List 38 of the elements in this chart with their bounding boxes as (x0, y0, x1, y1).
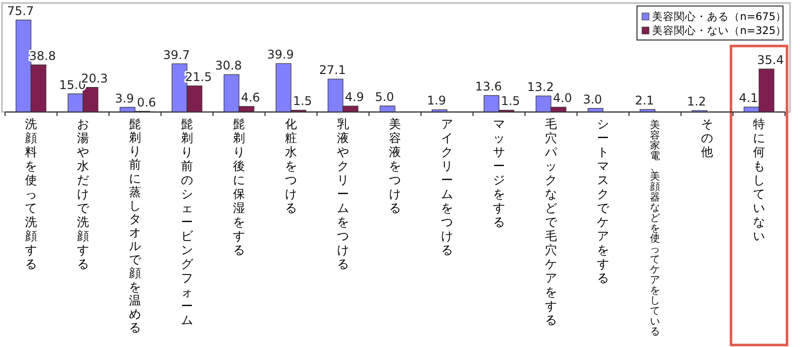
data-label: 1.5 (500, 94, 520, 108)
x-tick-label: 髭剃り後に保湿をする (233, 117, 245, 257)
data-label: 4.6 (240, 90, 260, 104)
x-tick-label: 美容液をつける (389, 117, 401, 215)
data-label: 4.1 (738, 91, 758, 106)
data-label: 35.4 (757, 52, 784, 67)
data-label: 1.5 (292, 94, 312, 108)
data-label: 3.0 (582, 92, 602, 106)
data-label: 39.7 (163, 48, 190, 62)
x-tick-label: 髭剃り前のシェービングフォーム (181, 117, 193, 327)
legend-label: 美容関心・ない（n=325） (652, 24, 786, 37)
legend-label: 美容関心・ある（n=675） (652, 10, 786, 23)
data-label: 5.0 (374, 90, 394, 104)
data-label: 75.7 (7, 4, 34, 18)
data-label: 0.6 (136, 95, 156, 110)
x-tick-label: 洗顔料を使って洗顔する (25, 117, 37, 271)
x-tick-label: マッサージをする (493, 117, 505, 229)
x-tick-label: シートマスクでケアをする (597, 117, 609, 285)
x-tick-label: お湯や水だけで洗顔する (77, 117, 89, 271)
data-label: 30.8 (215, 58, 242, 73)
data-label: 1.9 (426, 94, 446, 108)
data-label: 27.1 (319, 63, 346, 78)
x-tick-label: その他 (701, 117, 713, 159)
data-label: 2.1 (634, 93, 654, 108)
x-tick-label: アイクリームをつける (441, 117, 453, 257)
x-tick-label: 特に何もしていない (753, 117, 765, 243)
x-tick-label: 髭剃り前に蒸しタオルで顔を温める (129, 117, 141, 334)
data-label: 3.9 (114, 91, 134, 106)
data-label: 4.0 (552, 91, 572, 106)
data-label: 1.2 (686, 94, 706, 109)
data-label: 13.6 (475, 79, 502, 94)
x-tick-label: 毛穴パックなどで毛穴ケアをする (545, 117, 557, 327)
x-tick-label: 美容家電、美顔器などを使ってケアをしている (650, 120, 660, 338)
x-tick-label: 乳液やクリームをつける (337, 117, 349, 271)
data-label: 13.2 (527, 80, 554, 94)
data-label: 4.9 (344, 90, 364, 104)
data-label: 39.9 (267, 48, 294, 62)
x-tick-label: 化粧水をつける (285, 117, 297, 215)
